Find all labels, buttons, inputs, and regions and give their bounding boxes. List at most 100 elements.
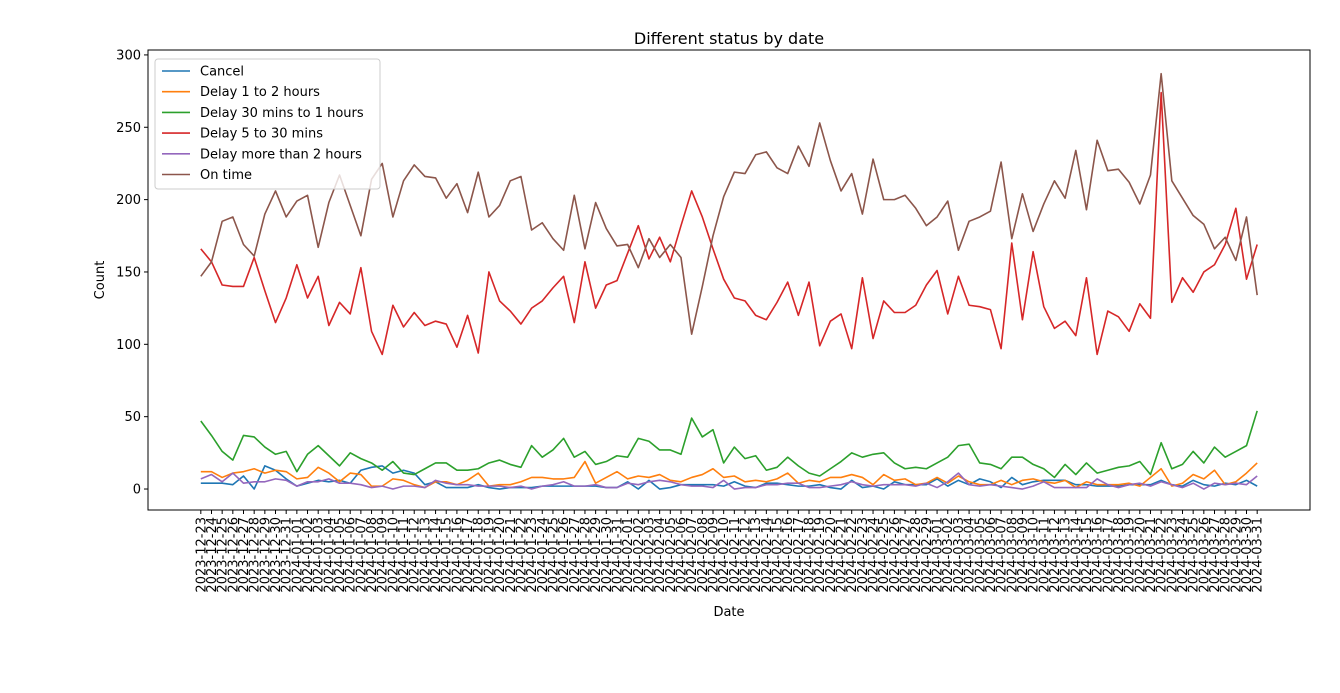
x-tick-label: 2024-03-17: [1101, 517, 1116, 593]
x-tick-label: 2024-02-21: [835, 517, 850, 593]
x-tick-label: 2024-01-05: [333, 517, 348, 593]
x-tick-label: 2024-02-03: [642, 517, 657, 593]
x-tick-label: 2024-02-12: [739, 517, 754, 593]
x-tick-label: 2024-03-11: [1037, 517, 1052, 593]
x-tick-label: 2024-01-19: [482, 517, 497, 593]
x-tick-label: 2024-01-29: [589, 517, 604, 593]
x-tick-label: 2024-01-21: [504, 517, 519, 593]
x-tick-label: 2024-02-17: [792, 517, 807, 593]
x-tick-label: 2024-03-01: [931, 517, 946, 593]
x-tick-label: 2024-01-10: [386, 517, 401, 593]
x-axis-label: Date: [713, 605, 744, 620]
x-tick-label: 2024-03-29: [1229, 517, 1244, 593]
x-tick-label: 2024-03-07: [995, 517, 1010, 593]
x-tick-label: 2024-01-17: [461, 517, 476, 593]
x-tick-label: 2024-01-20: [493, 517, 508, 593]
x-tick-label: 2024-02-13: [749, 517, 764, 593]
x-tick-label: 2024-02-04: [653, 517, 668, 593]
x-tick-label: 2024-02-16: [781, 517, 796, 593]
x-tick-label: 2024-03-20: [1133, 517, 1148, 593]
x-tick-label: 2024-02-09: [706, 517, 721, 593]
x-tick-label: 2024-02-22: [845, 517, 860, 593]
x-tick-label: 2024-01-02: [301, 517, 316, 593]
x-tick-label: 2024-01-24: [536, 517, 551, 593]
x-tick-label: 2024-03-16: [1091, 517, 1106, 593]
x-tick-label: 2024-03-10: [1027, 517, 1042, 593]
x-tick-label: 2024-02-25: [877, 517, 892, 593]
plot-frame: [147, 49, 1311, 511]
chart-title: Different status by date: [634, 29, 824, 48]
x-tick-label: 2024-01-30: [600, 517, 615, 593]
x-tick-label: 2024-02-06: [674, 517, 689, 593]
series-line: [200, 472, 1258, 490]
y-axis-label: Count: [93, 261, 108, 300]
x-tick-label: 2024-02-10: [717, 517, 732, 593]
x-tick-label: 2024-02-11: [728, 517, 743, 593]
x-tick-label: 2024-01-13: [418, 517, 433, 593]
x-tick-label: 2024-01-07: [354, 517, 369, 593]
legend-label: Delay more than 2 hours: [200, 147, 362, 162]
x-tick-label: 2024-03-23: [1165, 517, 1180, 593]
x-tick-label: 2024-01-18: [472, 517, 487, 593]
legend-box: [154, 58, 381, 190]
x-tick-label: 2024-03-05: [973, 517, 988, 593]
y-tick-label: 300: [116, 48, 141, 63]
x-tick-label: 2024-03-06: [984, 517, 999, 593]
y-tick-label: 0: [133, 483, 141, 498]
series-line: [200, 410, 1258, 479]
x-tick-label: 2023-12-30: [269, 517, 284, 593]
x-tick-label: 2024-01-23: [525, 517, 540, 593]
x-tick-label: 2024-03-24: [1176, 517, 1191, 593]
x-tick-label: 2024-03-19: [1123, 517, 1138, 593]
x-tick-label: 2024-03-15: [1080, 517, 1095, 593]
x-tick-label: 2024-02-24: [867, 517, 882, 593]
x-tick-label: 2024-01-15: [440, 517, 455, 593]
x-tick-label: 2024-03-25: [1187, 517, 1202, 593]
x-tick-label: 2023-12-28: [248, 517, 263, 593]
x-tick-label: 2024-02-08: [696, 517, 711, 593]
x-tick-label: 2024-03-28: [1219, 517, 1234, 593]
x-tick-label: 2024-01-01: [290, 517, 305, 593]
series-line: [200, 91, 1258, 356]
x-tick-label: 2023-12-27: [237, 517, 252, 593]
x-tick-label: 2024-01-04: [322, 517, 337, 593]
x-tick-label: 2024-02-15: [771, 517, 786, 593]
x-tick-label: 2024-02-27: [899, 517, 914, 593]
x-tick-label: 2023-12-31: [280, 517, 295, 593]
y-tick-label: 50: [124, 410, 141, 425]
x-tick-label: 2024-02-20: [824, 517, 839, 593]
x-tick-label: 2024-03-14: [1069, 517, 1084, 593]
x-tick-label: 2024-02-05: [664, 517, 679, 593]
x-tick-label: 2024-03-04: [963, 517, 978, 593]
x-tick-label: 2024-01-22: [514, 517, 529, 593]
legend-label: Cancel: [200, 65, 244, 80]
x-tick-label: 2023-12-29: [258, 517, 273, 593]
x-tick-label: 2024-01-28: [578, 517, 593, 593]
legend-label: Delay 5 to 30 mins: [200, 127, 323, 142]
x-tick-label: 2024-01-31: [610, 517, 625, 593]
x-tick-label: 2023-12-23: [194, 517, 209, 593]
y-tick-label: 250: [116, 121, 141, 136]
x-tick-label: 2024-02-18: [803, 517, 818, 593]
y-tick-label: 150: [116, 265, 141, 280]
x-tick-label: 2024-01-14: [429, 517, 444, 593]
x-tick-label: 2024-03-30: [1240, 517, 1255, 593]
x-tick-label: 2024-02-26: [888, 517, 903, 593]
x-tick-label: 2024-01-03: [312, 517, 327, 593]
x-tick-label: 2024-01-12: [408, 517, 423, 593]
x-tick-label: 2024-01-16: [450, 517, 465, 593]
x-tick-label: 2024-01-06: [344, 517, 359, 593]
x-tick-label: 2024-03-21: [1144, 517, 1159, 593]
x-tick-label: 2024-03-13: [1059, 517, 1074, 593]
x-tick-label: 2024-03-22: [1155, 517, 1170, 593]
x-tick-label: 2024-03-03: [952, 517, 967, 593]
x-tick-label: 2024-01-11: [397, 517, 412, 593]
x-tick-label: 2024-01-08: [365, 517, 380, 593]
x-tick-label: 2023-12-25: [216, 517, 231, 593]
x-tick-label: 2024-01-27: [568, 517, 583, 593]
x-tick-label: 2024-01-26: [557, 517, 572, 593]
x-tick-label: 2023-12-24: [205, 517, 220, 593]
x-tick-label: 2024-02-14: [760, 517, 775, 593]
legend-label: Delay 30 mins to 1 hours: [200, 106, 364, 121]
